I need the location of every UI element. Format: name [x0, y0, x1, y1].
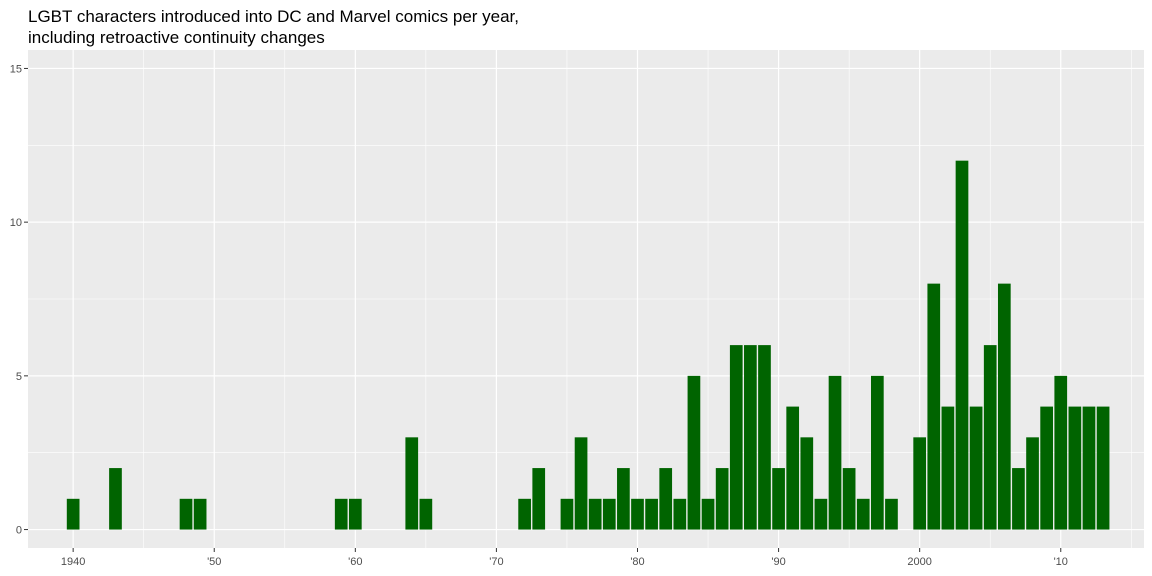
bar-2008	[1026, 437, 1039, 530]
bar-2003	[955, 160, 969, 530]
bars	[66, 160, 1110, 530]
y-tick-label: 0	[16, 525, 22, 537]
bar-1949	[193, 498, 207, 530]
bar-1973	[532, 468, 546, 530]
bar-1992	[800, 437, 814, 530]
bar-1975	[560, 498, 574, 530]
bar-1988	[744, 345, 757, 530]
x-tick-label: '60	[348, 556, 362, 568]
bar-1979	[617, 468, 630, 530]
y-tick-label: 5	[16, 371, 22, 383]
bar-1984	[687, 375, 701, 530]
bar-2005	[983, 345, 997, 530]
bar-1989	[758, 345, 771, 530]
bar-1994	[828, 375, 842, 530]
x-tick-label: 1940	[61, 556, 85, 568]
bar-1977	[588, 498, 602, 530]
bar-2011	[1068, 406, 1082, 530]
bar-1991	[786, 406, 800, 530]
bar-1981	[645, 498, 658, 530]
x-tick-label: '90	[771, 556, 785, 568]
bar-2010	[1054, 375, 1068, 530]
bar-1972	[518, 498, 531, 530]
bar-1943	[109, 468, 122, 530]
bar-2001	[927, 283, 941, 530]
bar-1996	[856, 498, 870, 530]
bar-2009	[1040, 406, 1053, 530]
bar-1998	[885, 498, 898, 530]
bar-1948	[179, 498, 193, 530]
bar-1987	[729, 345, 743, 530]
bar-1964	[405, 437, 419, 530]
bar-1965	[419, 498, 433, 530]
bar-1995	[842, 468, 856, 530]
x-tick-label: '10	[1054, 556, 1068, 568]
bar-1983	[673, 498, 687, 530]
bar-1940	[66, 498, 80, 530]
bar-1990	[772, 468, 785, 530]
bar-1986	[715, 468, 729, 530]
y-tick-label: 10	[10, 217, 22, 229]
bar-2004	[969, 406, 983, 530]
bar-1959	[334, 498, 348, 530]
x-axis: 1940 '50 '60 '70 '80 '90 2000 '10	[61, 548, 1068, 568]
bar-2012	[1082, 406, 1096, 530]
bar-1978	[602, 498, 616, 530]
bar-1985	[701, 498, 715, 530]
bar-2002	[941, 406, 955, 530]
bar-1980	[631, 498, 644, 530]
y-tick-label: 15	[10, 63, 22, 75]
x-tick-label: '70	[489, 556, 503, 568]
x-tick-label: '80	[630, 556, 644, 568]
x-tick-label: 2000	[907, 556, 931, 568]
bar-1997	[870, 375, 884, 530]
bar-1960	[348, 498, 362, 530]
bar-1982	[659, 468, 673, 530]
bar-2000	[913, 437, 927, 530]
y-axis: 0 5 10 15	[10, 63, 28, 537]
bar-1976	[574, 437, 588, 530]
chart-title: LGBT characters introduced into DC and M…	[28, 7, 520, 47]
bar-2006	[997, 283, 1011, 530]
bar-2013	[1096, 406, 1110, 530]
x-tick-label: '50	[207, 556, 221, 568]
bar-1993	[814, 498, 828, 530]
bar-2007	[1012, 468, 1025, 530]
